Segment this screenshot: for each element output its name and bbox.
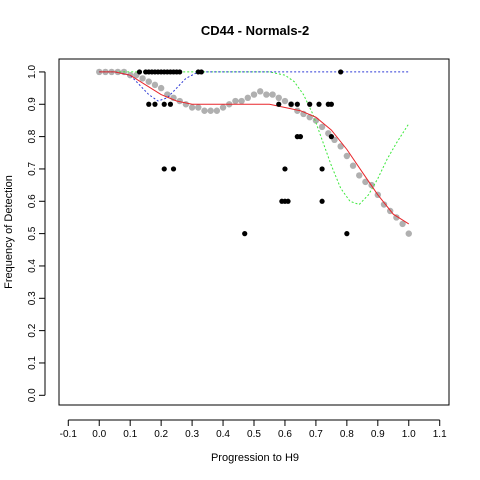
observed-point [344, 231, 350, 237]
y-tick-label: 1.0 [27, 65, 38, 79]
smoothed-point [244, 94, 252, 102]
smoothed-point [405, 230, 412, 237]
observed-point [285, 198, 291, 204]
observed-point [319, 166, 325, 172]
smoothed-point [176, 97, 183, 105]
x-tick-label: 0.5 [247, 429, 261, 440]
observed-point [242, 231, 248, 237]
x-axis-label: Progression to H9 [211, 452, 299, 464]
observed-point [276, 101, 282, 107]
observed-point [152, 101, 158, 107]
y-tick-label: 0.2 [27, 323, 38, 337]
smoothed-point [139, 75, 146, 82]
smoothed-point [337, 143, 344, 150]
y-tick-label: 0.5 [27, 226, 38, 240]
x-tick-label: 0.0 [92, 429, 106, 440]
observed-point [319, 198, 325, 204]
smoothed-point [195, 104, 202, 111]
smoothed-point [256, 88, 264, 95]
y-tick-label: 0.7 [27, 162, 38, 176]
observed-point [136, 69, 143, 75]
observed-point [294, 101, 300, 107]
y-tick-label: 0.1 [27, 356, 38, 370]
smoothed-point [213, 107, 221, 114]
smoothed-point [281, 97, 289, 105]
observed-point [307, 101, 313, 107]
smoothed-point [362, 178, 369, 186]
smoothed-point [232, 97, 239, 105]
observed-point [338, 69, 344, 75]
observed-point [288, 101, 294, 107]
y-tick-label: 0.0 [27, 388, 38, 402]
observed-point [161, 101, 167, 107]
y-tick-label: 0.3 [27, 291, 38, 305]
smoothed-point [250, 91, 258, 98]
smoothed-point [263, 91, 270, 98]
smoothed-point [294, 107, 301, 114]
curves-layer [96, 68, 412, 237]
plot-frame [58, 58, 450, 406]
x-tick-label: 0.4 [216, 429, 230, 440]
smoothed-point [207, 107, 214, 114]
y-tick-label: 0.4 [27, 259, 38, 273]
smoothed-point [380, 201, 388, 208]
x-tick-label: 0.8 [340, 429, 354, 440]
blue-curve [99, 71, 409, 102]
x-tick-label: 0.7 [309, 429, 323, 440]
smoothed-point [157, 84, 165, 92]
y-tick-label: 0.6 [27, 194, 38, 208]
observed-point [316, 101, 322, 107]
observed-point [297, 134, 304, 140]
smoothed-point [318, 123, 326, 131]
x-tick-label: 1.1 [433, 429, 447, 440]
observed-point [161, 166, 167, 172]
observed-point [282, 166, 288, 172]
observed-point [198, 69, 204, 75]
smoothed-point [145, 78, 152, 85]
points-layer [136, 69, 350, 237]
smoothed-point [201, 107, 208, 114]
y-tick-label: 0.9 [27, 97, 38, 111]
smoothed-point [114, 68, 122, 76]
y-axis-label: Frequency of Detection [3, 175, 15, 289]
x-tick-label: 0.6 [278, 429, 292, 440]
observed-point [167, 101, 174, 107]
observed-point [328, 134, 334, 140]
observed-point [328, 101, 334, 107]
smoothed-point [188, 104, 196, 111]
x-tick-label: -0.1 [60, 429, 78, 440]
x-tick-label: 0.9 [371, 429, 385, 440]
smoothed-point [349, 162, 357, 169]
x-tick-label: 0.1 [123, 429, 137, 440]
y-tick-label: 0.8 [27, 129, 38, 143]
smoothed-point [343, 152, 351, 160]
observed-point [177, 69, 183, 75]
observed-point [170, 166, 177, 172]
smoothed-point [356, 172, 363, 179]
smoothed-point [393, 214, 400, 221]
smoothed-point [219, 104, 227, 111]
smoothed-point [275, 94, 282, 102]
x-tick-label: 1.0 [402, 429, 416, 440]
smoothed-point [151, 81, 159, 89]
chart-title: CD44 - Normals-2 [201, 23, 309, 38]
fit-line [99, 71, 410, 225]
observed-point [146, 101, 152, 107]
x-tick-label: 0.2 [154, 429, 168, 440]
x-tick-label: 0.3 [185, 429, 199, 440]
smoothed-point [238, 97, 245, 105]
smoothed-point [269, 91, 276, 98]
smoothed-point [399, 220, 406, 228]
axes-layer: -0.1 0.0 0.1 0.2 0.3 0.4 0.5 0.6 0.7 0.8 0.9 1.0 1.1… [27, 65, 447, 440]
